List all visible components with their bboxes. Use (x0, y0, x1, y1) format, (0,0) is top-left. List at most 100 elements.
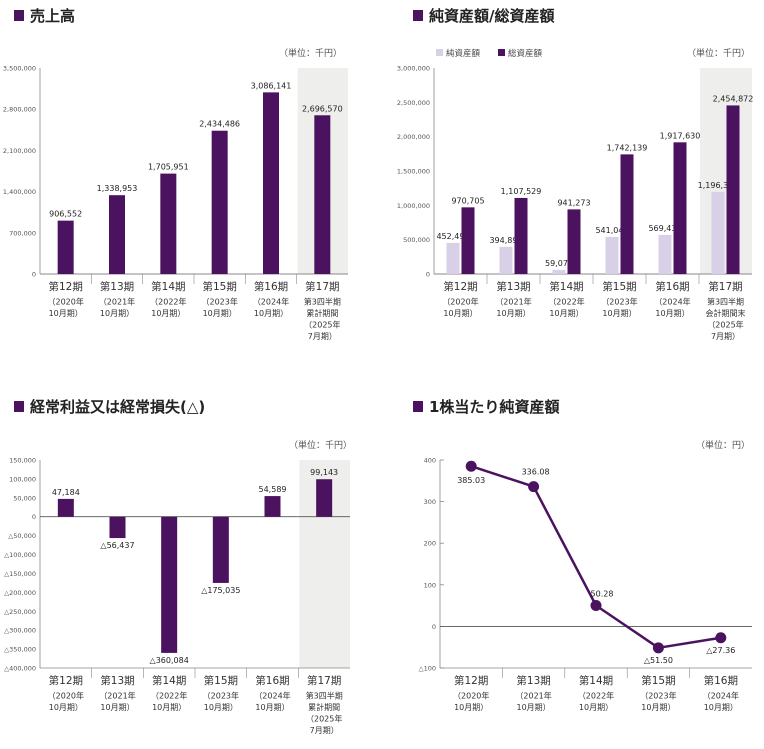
assets-legend-label: 純資産額 (446, 48, 481, 59)
assets-ytick-label: 2,000,000 (397, 133, 430, 141)
assets-category-label: （2022年 (548, 297, 584, 307)
assets-bar (726, 105, 740, 274)
assets-chart-title: 純資産額/総資産額 (429, 7, 554, 25)
bps-category-label: 第14期 (579, 674, 613, 687)
bps-data-label: △27.36 (706, 646, 735, 655)
bps-data-label: 50.28 (591, 589, 614, 598)
ordinary-ytick-label: 150,000 (9, 457, 36, 465)
assets-data-label: 941,273 (557, 198, 590, 207)
assets-category-label: 第13期 (496, 280, 530, 293)
bps-ytick-label: 100 (424, 581, 436, 589)
assets-title-marker (413, 10, 423, 21)
assets-data-label: 394,895 (489, 236, 522, 245)
assets-category-label: 第15期 (602, 280, 636, 293)
ordinary-title-marker (14, 401, 24, 412)
bps-category-label: 第16期 (704, 674, 738, 687)
assets-category-label: （2020年 (442, 297, 478, 307)
assets-category-label: 10月期） (443, 309, 477, 318)
assets-bar (711, 191, 725, 274)
assets-legend-swatch (498, 49, 505, 56)
sales-bar (57, 220, 74, 274)
ordinary-category-label: （2022年 (151, 691, 187, 701)
bps-category-label: 10月期） (579, 703, 613, 712)
assets-data-label: 1,917,630 (660, 131, 701, 140)
sales-category-label: （2021年 (99, 297, 135, 307)
bps-category-label: 10月期） (454, 703, 488, 712)
sales-category-label: 10月期） (203, 309, 237, 318)
ordinary-category-label: （2023年 (203, 691, 239, 701)
bps-category-label: （2023年 (640, 691, 676, 701)
assets-bar (658, 234, 672, 274)
ordinary-category-label: （2020年 (48, 691, 84, 701)
assets-data-label: 1,742,139 (607, 143, 648, 152)
bps-point (715, 632, 727, 644)
sales-category-label: 10月期） (100, 309, 134, 318)
ordinary-ytick-label: △200,000 (4, 589, 36, 597)
assets-category-label: （2023年 (601, 297, 637, 307)
ordinary-data-label: △175,035 (201, 586, 240, 595)
bps-data-label: 336.08 (522, 468, 550, 477)
assets-category-label: 10月期） (549, 309, 583, 318)
assets-category-label: 第17期 (708, 280, 742, 293)
bps-ytick-label: △100 (419, 665, 436, 673)
ordinary-ytick-label: △100,000 (4, 551, 36, 559)
bps-point (465, 460, 477, 472)
assets-data-label: 59,079 (545, 259, 573, 268)
bps-chart: 1株当たり純資産額 （単位：円） 400 300 200 100 0 △100 第12期 （202… (413, 398, 752, 712)
assets-bar (620, 154, 634, 274)
sales-category-label: 第14期 (151, 280, 185, 293)
ordinary-category-label: 第13期 (100, 674, 134, 687)
assets-data-label: 1,196,388 (698, 181, 739, 190)
sales-ytick-label: 2,800,000 (3, 106, 36, 114)
bps-point (528, 481, 540, 493)
sales-category-label: （2025年 (304, 320, 340, 330)
sales-category-label: 第16期 (254, 280, 288, 293)
assets-category-label: （2024年 (654, 297, 690, 307)
bps-category-label: 10月期） (704, 703, 738, 712)
bps-unit-note: （単位：円） (696, 439, 750, 451)
assets-bar (673, 142, 687, 274)
ordinary-data-label: 99,143 (310, 468, 338, 477)
bps-series-line (470, 465, 721, 650)
sales-category-label: 第3四半期 (304, 297, 341, 307)
sales-chart-title: 売上高 (30, 7, 75, 25)
ordinary-category-label: 10月期） (152, 703, 186, 712)
sales-category-label: 第17期 (305, 280, 339, 293)
sales-unit-note: （単位：千円） (279, 47, 342, 59)
assets-ytick-label: 500,000 (403, 236, 430, 244)
assets-data-label: 452,495 (436, 232, 469, 241)
bps-ytick-label: 400 (424, 457, 436, 465)
ordinary-category-label: 10月期） (49, 703, 83, 712)
ordinary-category-label: 第17期 (307, 674, 341, 687)
assets-category-label: （2021年 (495, 297, 531, 307)
assets-category-label: 10月期） (602, 309, 636, 318)
sales-bar (109, 195, 125, 274)
bps-title-marker (413, 401, 423, 412)
ordinary-category-label: 第15期 (204, 674, 238, 687)
assets-bar (567, 209, 581, 274)
sales-chart: 売上高 （単位：千円） 0 700,000 1,400,000 2,100,000 2,80… (3, 7, 348, 341)
assets-bar (446, 242, 460, 274)
bps-ytick-label: 300 (424, 498, 436, 506)
ordinary-data-label: △360,084 (150, 656, 189, 665)
ordinary-ytick-label: △300,000 (4, 627, 36, 635)
ordinary-bar (264, 496, 281, 517)
sales-ytick-label: 700,000 (9, 229, 36, 237)
ordinary-ytick-label: 50,000 (13, 494, 36, 502)
assets-legend-label: 総資産額 (508, 48, 543, 59)
assets-data-label: 541,042 (595, 226, 628, 235)
ordinary-chart: 経常利益又は経常損失(△) （単位：千円） 150,000 100,000 50,000… (4, 398, 352, 735)
assets-highlight-band (700, 68, 752, 274)
sales-bar (314, 115, 331, 274)
assets-chart: 純資産額/総資産額 （単位：千円） 0 500,000 1,000,000 1,500,0… (397, 7, 753, 341)
ordinary-data-label: △56,437 (100, 541, 134, 550)
sales-ytick-label: 2,100,000 (3, 147, 36, 155)
assets-category-label: 10月期） (496, 309, 530, 318)
ordinary-bar (212, 516, 229, 583)
assets-category-label: （2025年 (707, 320, 743, 330)
assets-data-label: 569,439 (648, 224, 681, 233)
assets-category-label: 7月期） (711, 332, 740, 341)
bps-category-label: 10月期） (641, 703, 675, 712)
assets-category-label: 第16期 (655, 280, 689, 293)
assets-bar (605, 236, 619, 274)
